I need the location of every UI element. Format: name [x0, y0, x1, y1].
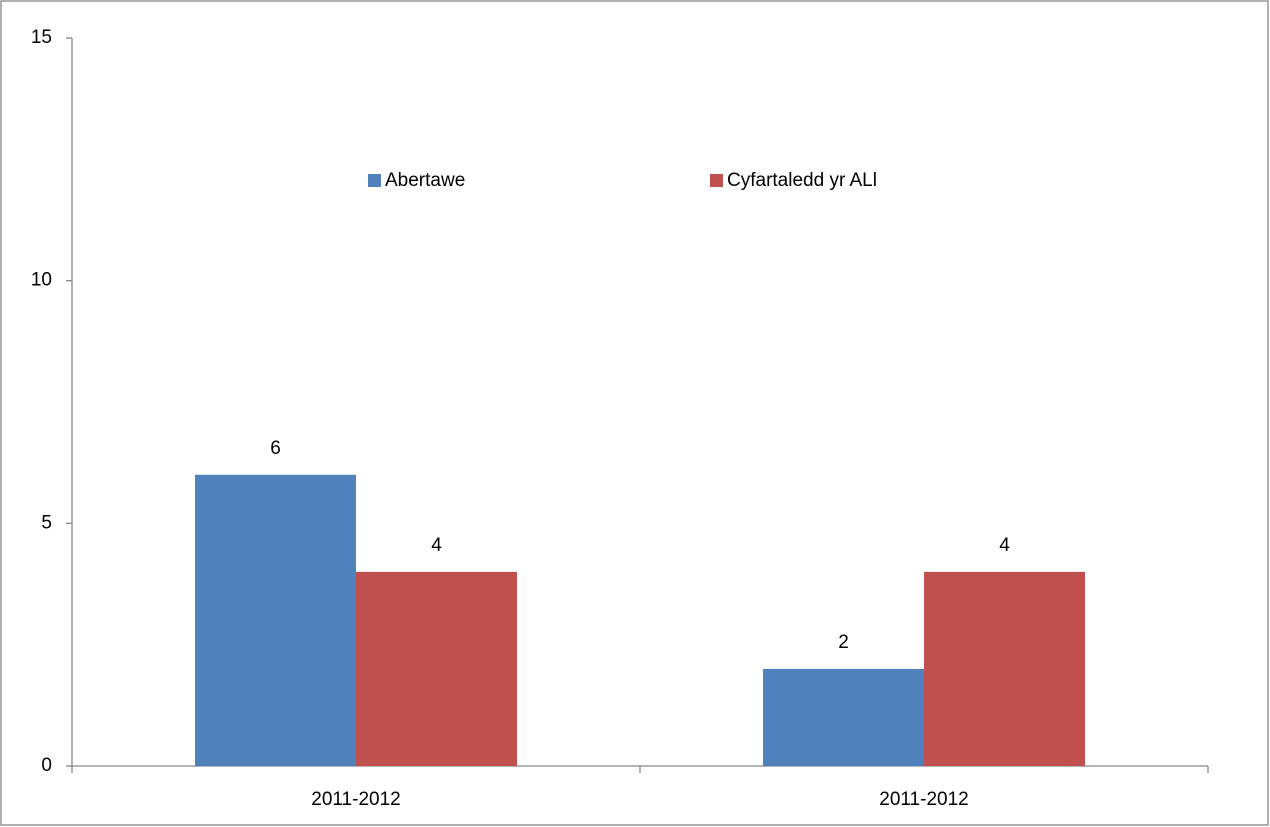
data-label: 2	[838, 632, 849, 653]
legend-swatch	[368, 174, 381, 187]
legend-label: Abertawe	[385, 170, 465, 191]
legend-label: Cyfartaledd yr ALl	[727, 170, 877, 191]
x-tick-label: 2011-2012	[311, 789, 400, 810]
data-label: 6	[270, 438, 281, 459]
y-tick-label: 0	[41, 755, 52, 776]
bar	[763, 668, 924, 766]
y-tick-label: 15	[31, 27, 52, 48]
data-label: 4	[999, 535, 1010, 556]
y-tick-label: 10	[31, 270, 52, 291]
data-label: 4	[431, 535, 442, 556]
legend-swatch	[710, 174, 723, 187]
y-tick-label: 5	[41, 512, 52, 533]
x-tick-label: 2011-2012	[879, 789, 968, 810]
bar	[195, 474, 356, 766]
bar	[924, 571, 1085, 766]
bar	[356, 571, 517, 766]
